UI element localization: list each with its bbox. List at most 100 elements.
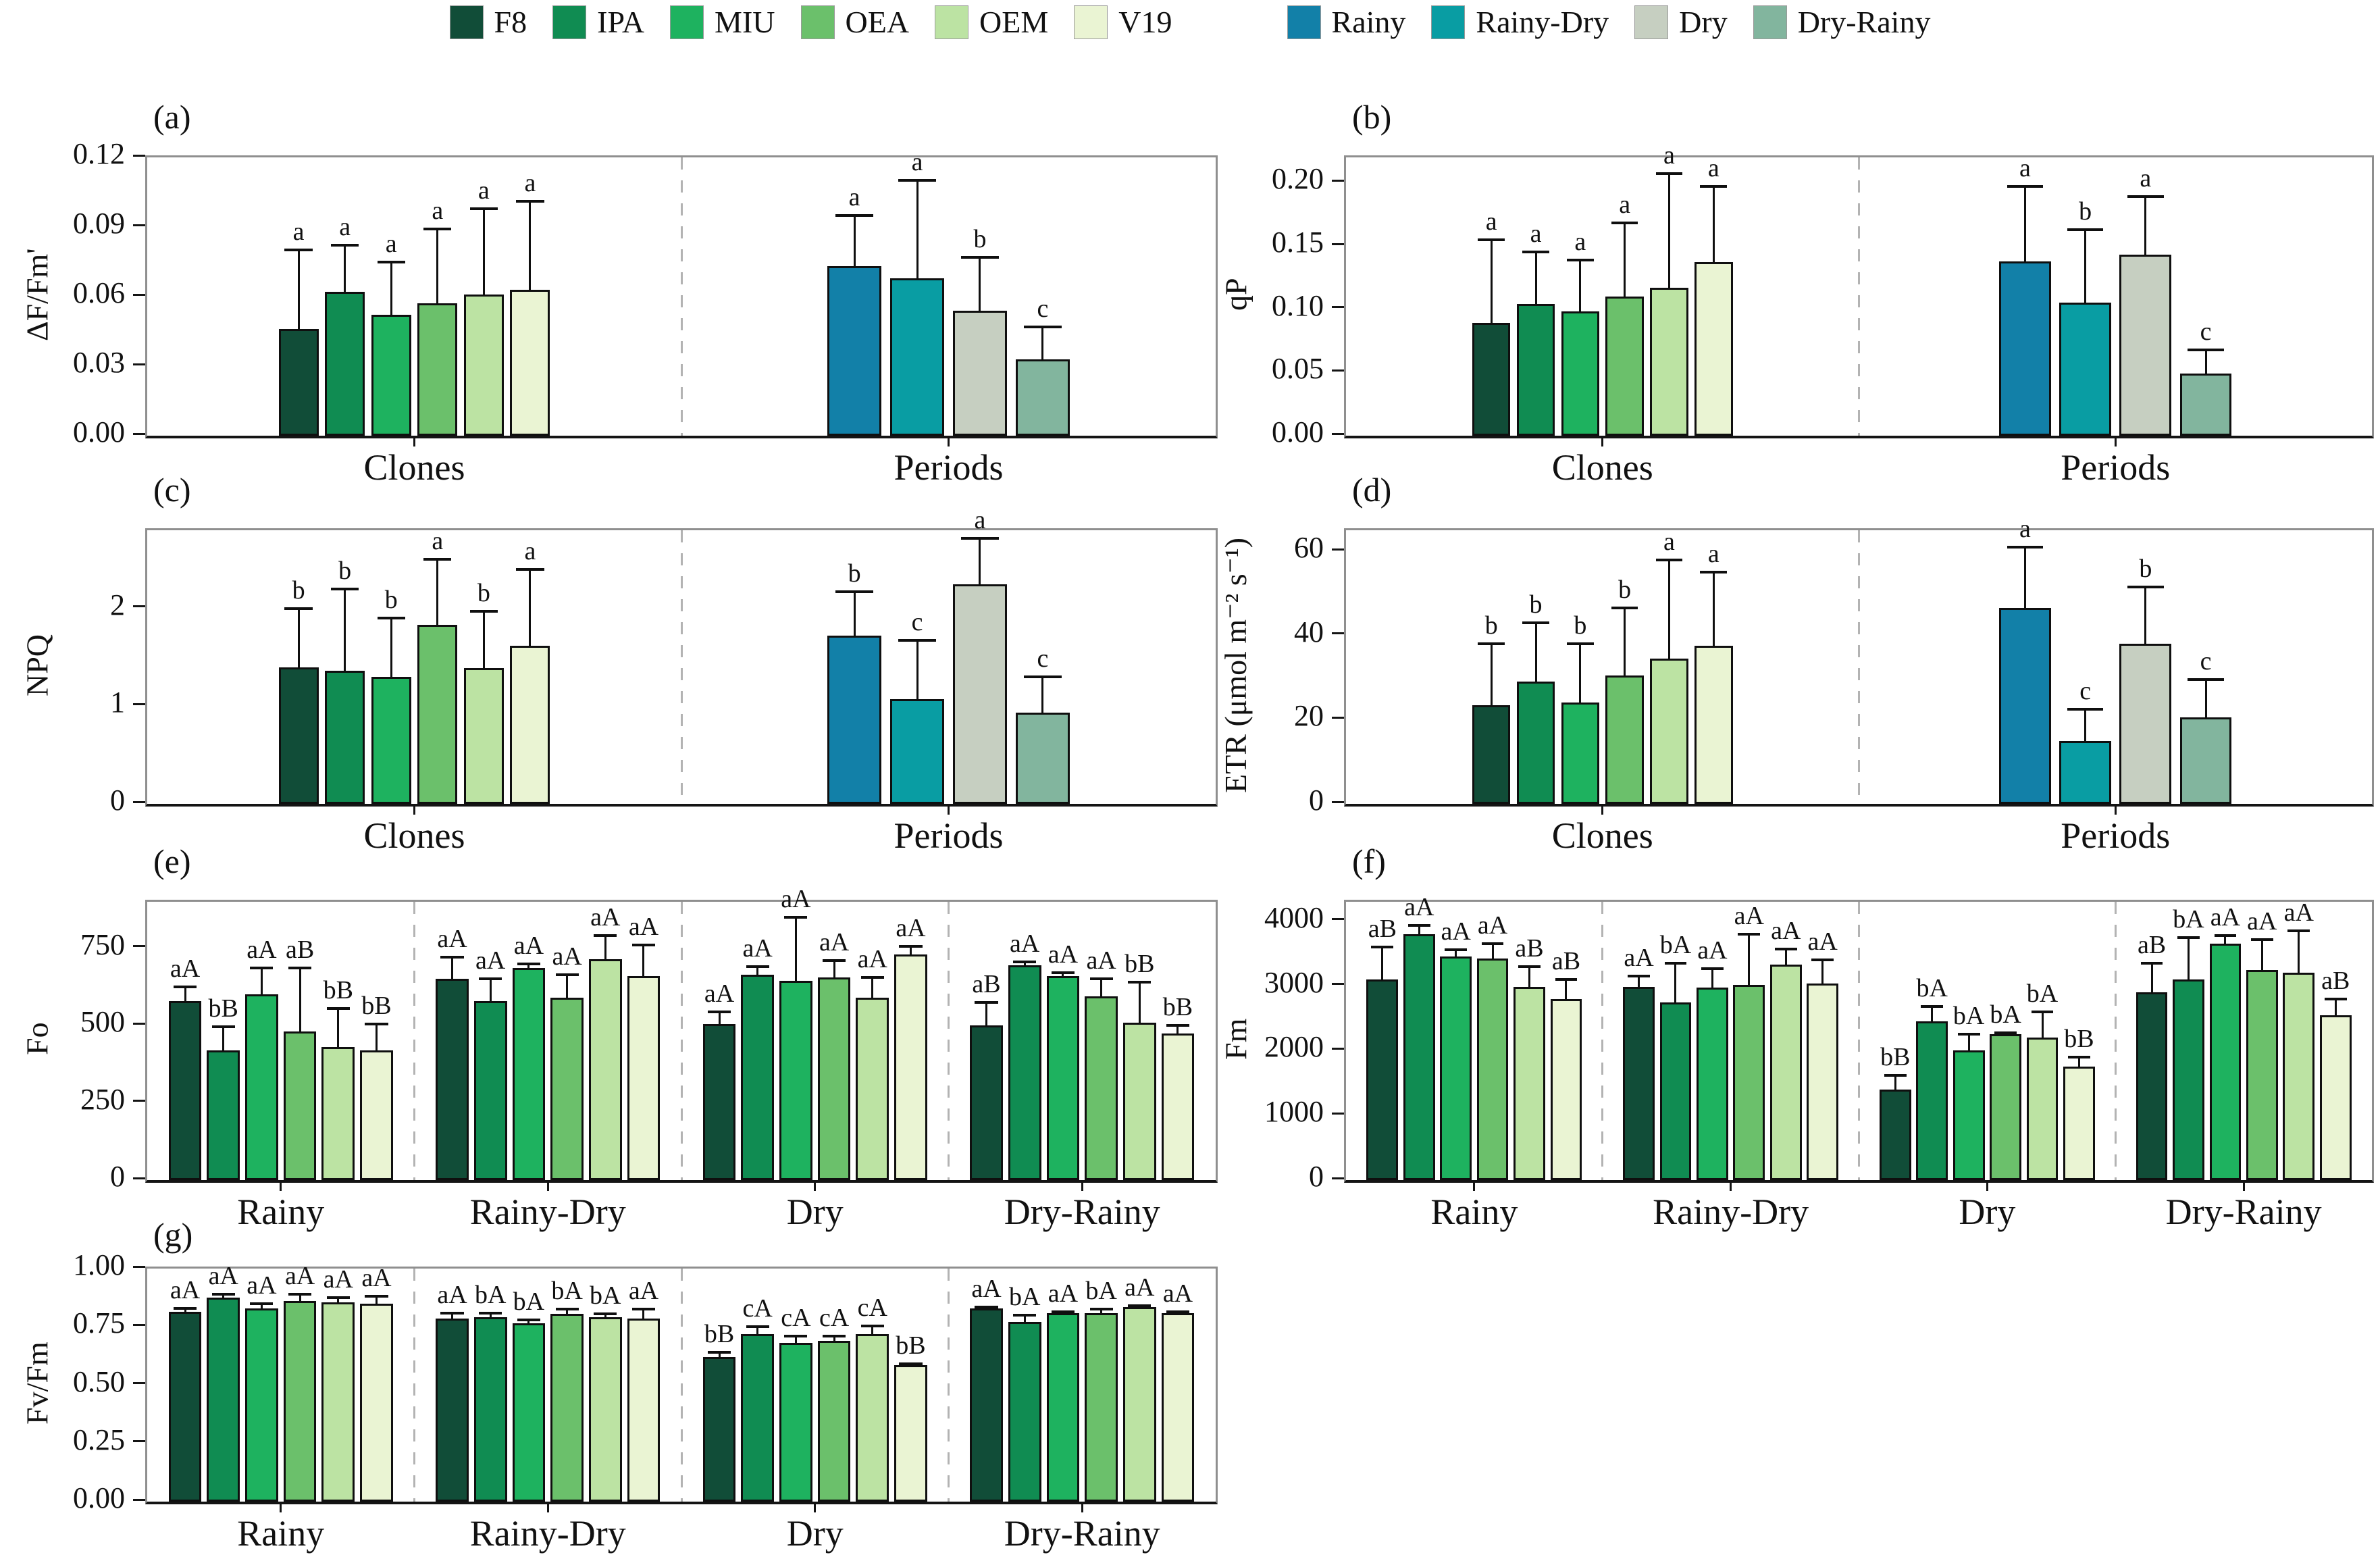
error-bar [1579,259,1582,312]
y-tick-label: 0 [1309,1160,1324,1193]
group-label-Rainy: Rainy [237,1192,325,1232]
error-bar [2023,186,2026,261]
y-tick-mark [133,1323,145,1326]
group-divider [680,902,683,1180]
bar-Clones-IPA [325,671,365,804]
error-bar [1176,1025,1179,1033]
error-bar-cap [284,249,313,252]
panel-d: (d) ETR (μmol m⁻² s⁻¹) 0 20 40 60 b b b b a a Clones… [1199,467,2374,859]
bar-Rainy-F8 [168,1000,202,1180]
error-bar [1528,966,1531,988]
bar-Periods-Rainy [1999,608,2051,804]
significance-letter: a [1707,540,1719,569]
bar-Clones-MIU [1561,311,1600,436]
significance-letter: cA [857,1293,887,1322]
bar-Clones-OEM [463,667,504,804]
panel-letter-d: (d) [1352,471,1392,509]
significance-letter: aA [896,914,926,943]
y-tick-mark [133,605,145,608]
error-bar [1023,962,1026,965]
y-tick-mark [1332,306,1344,309]
group-label-Dry-Rainy: Dry-Rainy [2165,1192,2322,1232]
panel-letter-f: (f) [1352,842,1386,880]
legend-label: OEM [979,5,1049,39]
error-bar-cap [1700,571,1728,574]
bar-Dry-Rainy-MIU [1046,975,1080,1180]
error-bar [1490,239,1493,324]
error-bar-cap [960,255,999,259]
significance-letter: aA [628,913,659,942]
error-bar-cap [1522,621,1549,625]
error-bar [1062,973,1064,976]
bar-Rainy-Dry-IPA [473,1317,507,1502]
error-bar-cap [1166,1024,1190,1027]
error-bar-cap [1774,947,1797,950]
bar-Dry-Rainy-OEA [1085,1312,1118,1502]
significance-letter: c [1037,644,1049,673]
legend-item-clones-3: OEA [800,5,909,39]
bar-Dry-Rainy-V19 [1161,1033,1195,1180]
significance-letter: aA [1047,940,1079,969]
significance-letter: bB [1162,993,1193,1022]
significance-letter: aA [437,1280,467,1309]
bar-Clones-V19 [1695,262,1733,436]
error-bar [529,569,532,646]
significance-letter: a [339,213,351,242]
error-bar [184,986,186,1001]
bar-Rainy-MIU [245,1308,278,1502]
bar-Dry-Rainy-OEA [1085,996,1118,1180]
x-tick-mark [814,1502,817,1512]
error-bar-cap [898,179,936,182]
error-bar-cap [1567,258,1594,261]
y-tick-mark [133,1100,145,1102]
bar-Rainy-Dry-V19 [627,975,661,1180]
bar-Rainy-MIU [245,994,278,1180]
error-bar-cap [899,945,923,948]
significance-letter: a [1619,190,1631,220]
significance-letter: b [477,579,490,608]
error-bar-cap [1611,222,1638,225]
plot-b: a a a a a a Clones a b a c Periods [1344,143,2374,486]
error-bar-cap [2067,228,2104,231]
y-tick-mark [1332,716,1344,719]
error-bar-cap [1664,962,1687,965]
error-bar [260,968,263,995]
group-label-Rainy: Rainy [237,1513,325,1554]
bar-Dry-MIU [1952,1050,1985,1180]
error-bar-cap [1051,1310,1075,1313]
error-bar-cap [331,587,359,590]
legend-swatch [1287,5,1321,39]
bar-Periods-Dry [2119,644,2172,804]
significance-letter: b [1529,590,1543,619]
error-bar-cap [1478,642,1505,646]
bar-Rainy-IPA [207,1298,240,1502]
error-bar [2144,197,2147,255]
y-tick-mark [1332,548,1344,551]
bar-Periods-Dry [953,584,1007,804]
group-divider [680,157,683,436]
y-tick-label: 0.10 [1272,288,1324,322]
error-bar [1624,608,1626,675]
bar-Clones-OEA [1605,675,1644,804]
error-bar-cap [960,536,999,540]
significance-letter: aA [1404,893,1434,922]
group-label-Rainy-Dry: Rainy-Dry [469,1513,626,1554]
y-tick-label: 1.00 [73,1248,125,1281]
error-bar-cap [1013,1314,1037,1317]
significance-letter: aA [781,884,811,913]
error-bar-cap [479,977,502,981]
bar-Rainy-Dry-OEM [588,1317,622,1502]
error-bar [2224,935,2227,944]
panel-e: (e) Fo 0 250 500 750 aA bB aA aB bB bB Rainy aA aA aA aA… [0,839,1218,1235]
error-bar [297,250,300,330]
legend-item-periods-1: Rainy-Dry [1431,5,1609,39]
bar-Rainy-F8 [1366,979,1399,1180]
y-tick-mark [133,1177,145,1179]
y-tick-mark [1332,1177,1344,1179]
bar-Clones-IPA [1516,304,1555,436]
significance-letter: b [1484,611,1498,640]
y-ticks-e: 0 250 500 750 [0,900,145,1192]
error-bar [2334,998,2337,1015]
error-bar-cap [284,607,313,610]
y-tick-label: 60 [1294,531,1324,565]
